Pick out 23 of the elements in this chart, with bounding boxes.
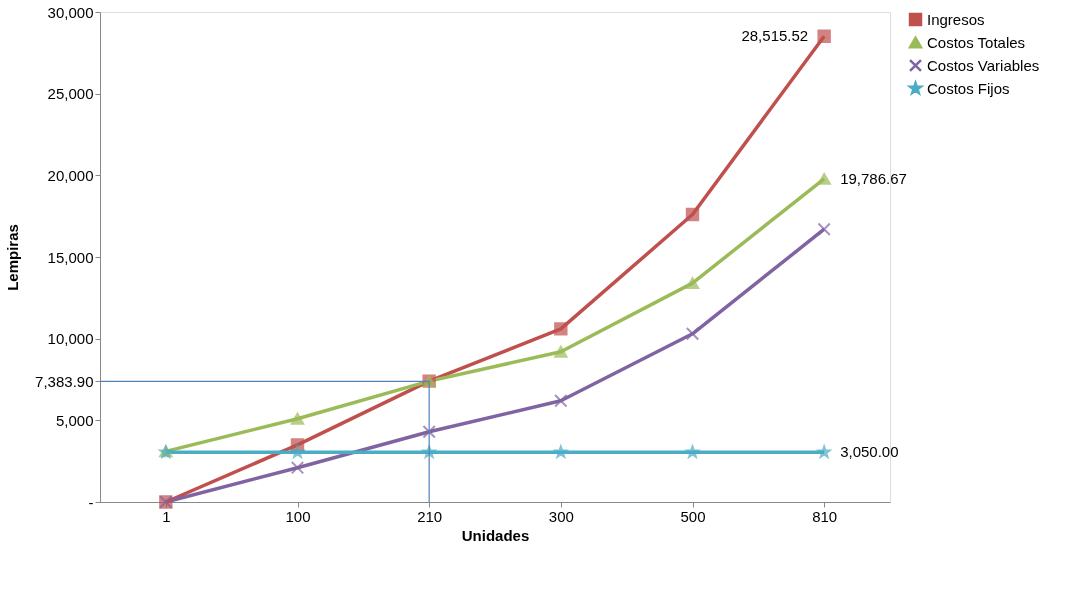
y-tick-label: 30,000 xyxy=(47,3,94,21)
x-tick-label: 1 xyxy=(162,507,171,525)
y-tick-label: 15,000 xyxy=(47,248,94,266)
x-tick-label: 210 xyxy=(417,507,443,525)
x-axis-title: Unidades xyxy=(461,526,530,544)
annotation: 3,050.00 xyxy=(840,443,899,461)
y-tick-label: 5,000 xyxy=(55,411,94,429)
y-axis-title: Lempiras xyxy=(4,224,22,291)
x-tick-label: 100 xyxy=(285,507,311,525)
legend-label: Costos Totales xyxy=(927,33,1026,51)
annotation: 19,786.67 xyxy=(840,169,907,187)
y-tick-label: 7,383.90 xyxy=(35,372,94,390)
y-tick-label: 10,000 xyxy=(47,330,94,348)
y-tick-label: 20,000 xyxy=(47,166,94,184)
y-tick-label: - xyxy=(88,493,94,511)
annotation: 28,515.52 xyxy=(741,27,809,45)
x-tick-label: 500 xyxy=(680,507,706,525)
legend-label: Ingresos xyxy=(927,10,985,28)
legend-label: Costos Variables xyxy=(927,56,1040,74)
legend-label: Costos Fijos xyxy=(927,79,1010,97)
y-tick-label: 25,000 xyxy=(47,85,94,103)
x-tick-label: 300 xyxy=(548,507,574,525)
x-tick-label: 810 xyxy=(812,507,838,525)
